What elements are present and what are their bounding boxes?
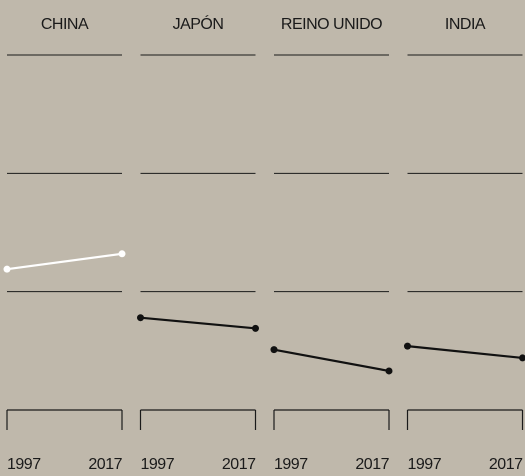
x-tick-label: 1997 <box>408 456 442 473</box>
x-tick-label: 2017 <box>88 456 122 473</box>
point <box>3 265 11 273</box>
series-line <box>140 316 256 330</box>
panel-title: REINO UNIDO <box>281 16 382 33</box>
series-line <box>273 348 390 373</box>
panel-title: CHINA <box>41 16 89 33</box>
point <box>137 314 144 322</box>
x-tick-label: 2017 <box>489 456 523 473</box>
x-tick-label: 2017 <box>222 456 256 473</box>
x-tick-label: 1997 <box>274 456 308 473</box>
series-line <box>407 345 523 360</box>
point <box>252 324 259 332</box>
x-tick-label: 2017 <box>355 456 389 473</box>
panel-title: JAPÓN <box>173 14 224 33</box>
series-line <box>6 252 123 271</box>
point <box>118 250 126 258</box>
point <box>519 354 525 362</box>
x-tick-label: 1997 <box>141 456 175 473</box>
panel-title: INDIA <box>445 16 486 33</box>
point <box>270 346 278 354</box>
x-tick-label: 1997 <box>7 456 41 473</box>
point <box>404 342 411 350</box>
point <box>385 367 393 375</box>
